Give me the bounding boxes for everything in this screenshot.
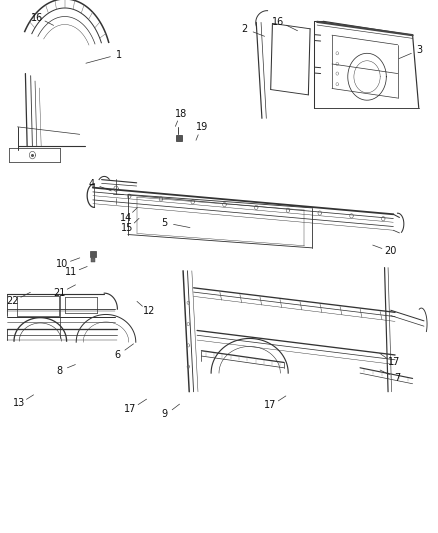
- Text: 5: 5: [162, 218, 168, 228]
- Text: 1: 1: [116, 50, 122, 60]
- Text: 12: 12: [143, 306, 155, 316]
- Text: 13: 13: [13, 398, 25, 408]
- Text: 7: 7: [395, 373, 401, 383]
- Text: 14: 14: [120, 213, 132, 223]
- Text: 8: 8: [56, 366, 62, 376]
- Text: 17: 17: [265, 400, 277, 410]
- Text: 16: 16: [31, 13, 43, 23]
- Text: 17: 17: [124, 403, 137, 414]
- Text: 2: 2: [242, 25, 248, 34]
- Text: 9: 9: [162, 409, 168, 419]
- Text: 15: 15: [121, 223, 134, 233]
- Text: 4: 4: [88, 179, 95, 189]
- Text: 22: 22: [7, 296, 19, 305]
- Text: 10: 10: [56, 259, 68, 269]
- Text: 11: 11: [65, 268, 77, 278]
- Text: 3: 3: [417, 45, 423, 55]
- Text: 19: 19: [196, 123, 208, 132]
- Text: 6: 6: [114, 350, 120, 360]
- Text: 20: 20: [384, 246, 397, 256]
- Text: 21: 21: [53, 288, 65, 297]
- Text: 17: 17: [388, 358, 400, 367]
- Text: 16: 16: [272, 17, 284, 27]
- Text: 18: 18: [175, 109, 187, 118]
